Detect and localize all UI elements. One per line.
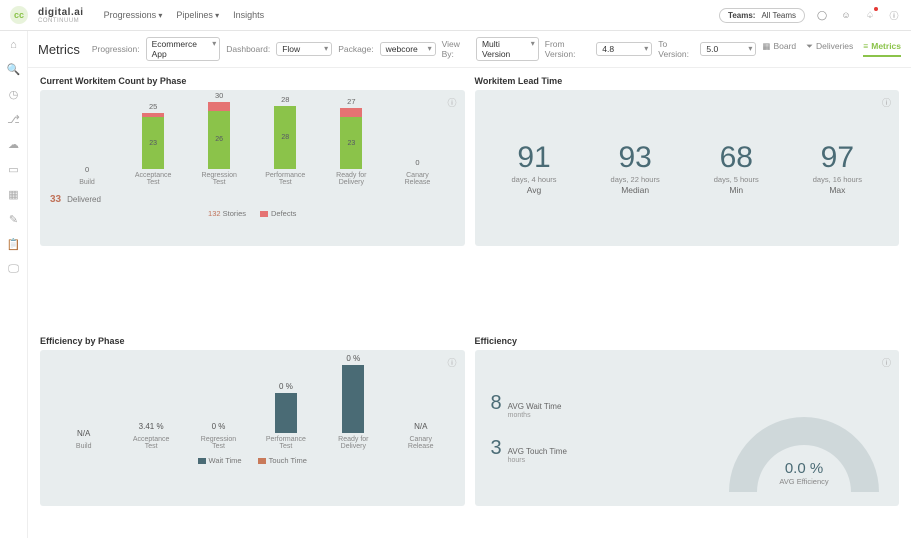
touch-swatch xyxy=(258,458,266,464)
touch-unit: hours xyxy=(508,457,567,464)
panel-efficiency: Efficiency ⓘ 8 AVG Wait Time months xyxy=(475,336,900,506)
leadtime-stats: 91days, 4 hoursAvg 93days, 22 hoursMedian… xyxy=(485,98,890,238)
viewby-select[interactable]: Multi Version xyxy=(476,37,539,61)
touch-label: AVG Touch Time xyxy=(508,447,567,456)
eff-col: 0 %Ready for Delivery xyxy=(328,354,378,450)
info-icon[interactable]: ⓘ xyxy=(447,356,456,369)
topnav: Progressions Pipelines Insights xyxy=(104,10,265,20)
nav-pipelines[interactable]: Pipelines xyxy=(176,10,219,20)
dashboard-label: Dashboard: xyxy=(226,44,270,54)
fromver-select[interactable]: 4.8 xyxy=(596,42,652,56)
info-icon[interactable]: ⓘ xyxy=(882,96,891,109)
metrics-icon: ≡ xyxy=(863,41,868,55)
topbar-icons: ◯ ☺ ♤ ⓘ xyxy=(815,8,901,22)
info-icon[interactable]: ⓘ xyxy=(887,8,901,22)
info-icon[interactable]: ⓘ xyxy=(882,356,891,369)
panel-leadtime: Workitem Lead Time ⓘ 91days, 4 hoursAvg9… xyxy=(475,76,900,246)
eff-stats: 8 AVG Wait Time months 3 AVG To xyxy=(485,358,567,498)
filter-bar: Metrics Progression: Ecommerce App Dashb… xyxy=(28,31,911,68)
workitem-chart: 0Build2523Acceptance Test3026Regression … xyxy=(50,98,455,186)
delivered-row: 33 Delivered xyxy=(50,194,455,205)
dashboard-select[interactable]: Flow xyxy=(276,42,332,56)
eff-col: 3.41 %Acceptance Test xyxy=(126,422,176,450)
side-branch-icon[interactable]: ⎇ xyxy=(7,113,20,126)
side-cloud-icon[interactable]: ☁ xyxy=(8,138,19,151)
bar-col: 2723Ready for Delivery xyxy=(327,97,375,186)
nav-insights[interactable]: Insights xyxy=(233,10,264,20)
workitem-title: Current Workitem Count by Phase xyxy=(40,76,465,86)
bar-col: 0Build xyxy=(63,165,111,186)
side-home-icon[interactable]: ⌂ xyxy=(10,39,17,51)
gauge: 0.0 % AVG Efficiency xyxy=(567,358,889,498)
delivered-count: 33 xyxy=(50,194,61,205)
side-clock-icon[interactable]: ◷ xyxy=(9,88,19,101)
eff-col: 0 %Regression Test xyxy=(194,422,244,450)
wait-value: 8 xyxy=(491,392,502,415)
wait-swatch xyxy=(198,458,206,464)
side-folder-icon[interactable]: ▭ xyxy=(8,163,18,176)
deliveries-icon: ⏷ xyxy=(806,41,813,55)
delivered-label: Delivered xyxy=(67,195,101,204)
side-grid-icon[interactable]: ▦ xyxy=(8,188,18,201)
teams-value: All Teams xyxy=(761,11,796,20)
brand-name: digital.ai xyxy=(38,7,84,18)
panel-workitem-count: Current Workitem Count by Phase ⓘ 0Build… xyxy=(40,76,465,246)
nav-progressions[interactable]: Progressions xyxy=(104,10,163,20)
gauge-percent: 0.0 % xyxy=(729,460,879,477)
gauge-label: AVG Efficiency xyxy=(729,477,879,486)
user-icon[interactable]: ☺ xyxy=(839,8,853,22)
bar-col: 2523Acceptance Test xyxy=(129,102,177,186)
side-monitor-icon[interactable]: 🖵 xyxy=(8,263,19,276)
leadtime-stat: 68days, 5 hoursMin xyxy=(714,141,759,195)
leadtime-stat: 93days, 22 hoursMedian xyxy=(611,141,660,195)
teams-selector[interactable]: Teams: All Teams xyxy=(719,8,805,23)
wait-unit: months xyxy=(508,412,562,419)
brand-subtitle: CONTINUUM xyxy=(38,18,84,24)
help-icon[interactable]: ◯ xyxy=(815,8,829,22)
brand: digital.ai CONTINUUM xyxy=(38,7,84,24)
bar-col: 2828Performance Test xyxy=(261,95,309,186)
tover-select[interactable]: 5.0 xyxy=(700,42,756,56)
tab-metrics[interactable]: ≡Metrics xyxy=(863,41,901,57)
leadtime-title: Workitem Lead Time xyxy=(475,76,900,86)
logo-icon: cc xyxy=(10,6,28,24)
eff-col: N/ACanary Release xyxy=(396,422,446,450)
leadtime-stat: 97days, 16 hoursMax xyxy=(813,141,862,195)
fromver-label: From Version: xyxy=(545,39,590,59)
board-icon: ▦ xyxy=(762,41,770,55)
side-search-icon[interactable]: 🔍 xyxy=(7,63,21,76)
sidebar: ⌂ 🔍 ◷ ⎇ ☁ ▭ ▦ ✎ 📋 🖵 xyxy=(0,31,28,538)
tover-label: To Version: xyxy=(658,39,694,59)
eff-col: 0 %Performance Test xyxy=(261,382,311,450)
side-settings-icon[interactable]: ✎ xyxy=(9,213,18,226)
tab-board[interactable]: ▦Board xyxy=(762,41,796,57)
side-clipboard-icon[interactable]: 📋 xyxy=(7,238,21,251)
package-select[interactable]: webcore xyxy=(380,42,436,56)
bell-icon[interactable]: ♤ xyxy=(863,8,877,22)
panel-efficiency-phase: Efficiency by Phase ⓘ N/ABuild 3.41 %Acce… xyxy=(40,336,465,506)
eff-title: Efficiency xyxy=(475,336,900,346)
effphase-legend: Wait Time Touch Time xyxy=(50,456,455,465)
defect-swatch xyxy=(260,211,268,217)
workitem-legend: 132 Stories Defects xyxy=(50,209,455,218)
bar-col: 3026Regression Test xyxy=(195,91,243,187)
progression-label: Progression: xyxy=(92,44,140,54)
view-tabs: ▦Board ⏷Deliveries ≡Metrics xyxy=(762,41,901,57)
wait-label: AVG Wait Time xyxy=(508,402,562,411)
info-icon[interactable]: ⓘ xyxy=(447,96,456,109)
bar-col: 0Canary Release xyxy=(393,158,441,186)
eff-col: N/ABuild xyxy=(59,429,109,450)
viewby-label: View By: xyxy=(442,39,470,59)
touch-value: 3 xyxy=(491,437,502,460)
leadtime-stat: 91days, 4 hoursAvg xyxy=(512,141,557,195)
topbar: cc digital.ai CONTINUUM Progressions Pip… xyxy=(0,0,911,31)
tab-deliveries[interactable]: ⏷Deliveries xyxy=(806,41,853,57)
teams-label: Teams: xyxy=(728,11,755,20)
effphase-title: Efficiency by Phase xyxy=(40,336,465,346)
effphase-chart: N/ABuild 3.41 %Acceptance Test 0 %Regressi… xyxy=(50,358,455,450)
page-title: Metrics xyxy=(38,42,80,57)
progression-select[interactable]: Ecommerce App xyxy=(146,37,221,61)
package-label: Package: xyxy=(338,44,373,54)
